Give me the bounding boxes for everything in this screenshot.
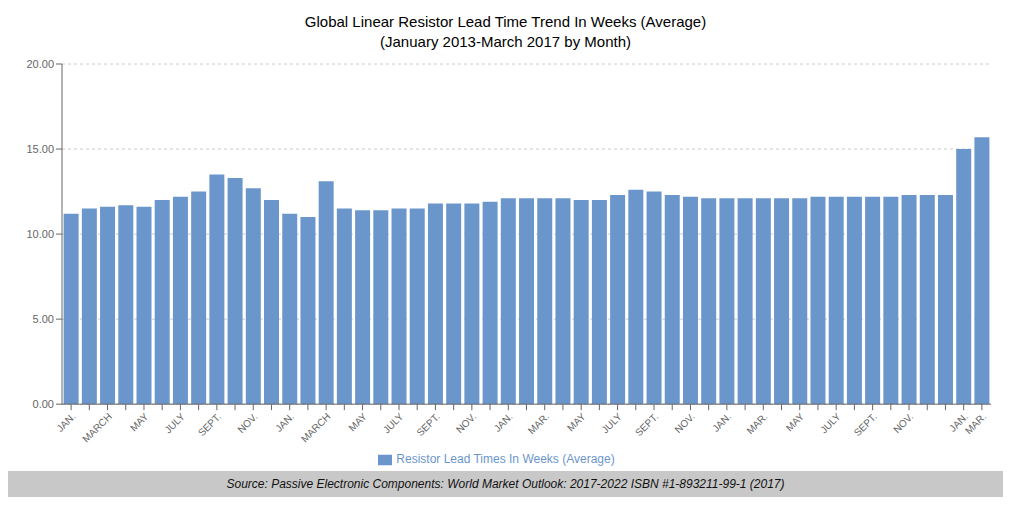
svg-text:MAR.: MAR. [744, 411, 769, 436]
html-text:Source: Passive Electronic Com: Source: Passive Electronic Components: W… [226, 477, 785, 491]
svg-text:NOV.: NOV. [672, 411, 696, 435]
svg-text:MARCH: MARCH [299, 411, 333, 445]
svg-text:JULY: JULY [162, 411, 187, 436]
svg-text:JULY: JULY [599, 411, 624, 436]
svg-text:SEPT.: SEPT. [633, 411, 660, 438]
svg-text:SEPT.: SEPT. [852, 411, 879, 438]
svg-text:MAY: MAY [784, 411, 807, 434]
svg-text:5.00: 5.00 [33, 313, 54, 325]
svg-text:JULY: JULY [818, 411, 843, 436]
svg-text:JAN.: JAN. [54, 411, 77, 434]
html-text:Resistor Lead Times In Weeks (: Resistor Lead Times In Weeks (Average) [396, 452, 615, 467]
svg-text:JAN.: JAN. [710, 411, 733, 434]
svg-text:NOV.: NOV. [235, 411, 259, 435]
svg-text:JAN.: JAN. [947, 410, 971, 434]
svg-text:MAY: MAY [565, 411, 588, 434]
svg-text:JAN.: JAN. [492, 411, 515, 434]
svg-text:SEPT.: SEPT. [196, 411, 223, 438]
svg-text:MAY: MAY [346, 411, 369, 434]
svg-text:SEPT.: SEPT. [414, 411, 441, 438]
svg-text:NOV.: NOV. [891, 411, 915, 435]
svg-text:JULY: JULY [381, 411, 406, 436]
svg-text:15.00: 15.00 [26, 143, 54, 155]
svg-text:20.00: 20.00 [26, 58, 54, 70]
svg-text:JAN.: JAN. [273, 411, 296, 434]
svg-text:10.00: 10.00 [26, 228, 54, 240]
svg-text:MAY: MAY [128, 411, 151, 434]
svg-text:MAR.: MAR. [526, 411, 551, 436]
svg-text:MARCH: MARCH [80, 411, 114, 445]
svg-text:0.00: 0.00 [33, 398, 54, 410]
svg-text:NOV.: NOV. [454, 411, 478, 435]
html-text:Global Linear Resistor Lead Ti: Global Linear Resistor Lead Time Trend I… [304, 13, 707, 50]
svg-text:MAR.: MAR. [963, 411, 988, 436]
